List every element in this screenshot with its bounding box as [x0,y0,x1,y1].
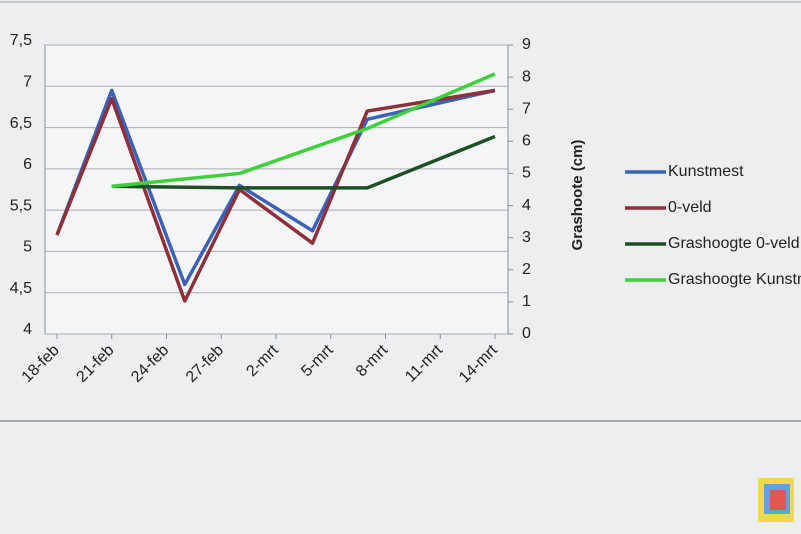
series-line [111,72,496,189]
y2-tick-label: 2 [522,261,531,278]
series-line [111,134,496,190]
y2-tick-label: 0 [522,325,531,342]
y-tick-label: 7 [23,74,32,91]
y-tick-label: 7,5 [10,32,32,49]
series-line [55,88,496,287]
legend-label: Grashoogte 0-veld [668,235,800,252]
y-tick-label: 5,5 [10,197,32,214]
y-tick-label: 4 [23,321,32,338]
y-tick-label: 6,5 [10,115,32,132]
y2-tick-label: 9 [522,36,531,53]
y-tick-label: 4,5 [10,280,32,297]
y2-tick-label: 3 [522,229,531,246]
y2-tick-label: 1 [522,293,531,310]
y2-tick-label: 8 [522,68,531,85]
legend-label: 0-veld [668,199,712,216]
y2-axis-label: Grashoote (cm) [569,140,586,251]
y-tick-label: 5 [23,239,32,256]
y-tick-label: 6 [23,156,32,173]
y2-tick-label: 5 [522,165,531,182]
legend-label: Grashoogte Kunstmest [668,271,801,288]
y2-tick-label: 6 [522,133,531,150]
y2-tick-label: 4 [522,197,531,214]
y2-tick-label: 7 [522,100,531,117]
watermark-icon [758,478,794,522]
legend-label: Kunstmest [668,163,744,180]
